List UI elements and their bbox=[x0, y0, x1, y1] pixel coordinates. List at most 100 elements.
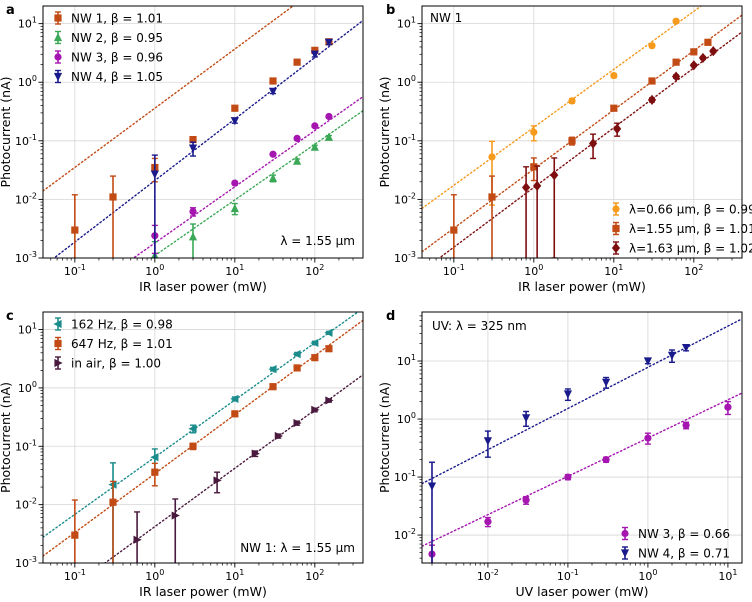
series bbox=[133, 396, 334, 563]
panel-label: a bbox=[6, 3, 15, 18]
data-point bbox=[672, 58, 680, 66]
legend-label: λ=1.55 µm, β = 1.01 bbox=[629, 222, 752, 236]
y-tick-label: 101 bbox=[18, 16, 37, 31]
x-tick-label: 10-1 bbox=[443, 263, 465, 278]
x-tick-label: 100 bbox=[638, 568, 657, 583]
x-tick-label: 100 bbox=[145, 263, 164, 278]
data-point bbox=[644, 434, 652, 442]
data-point bbox=[601, 378, 611, 387]
y-tick-label: 10-3 bbox=[15, 555, 37, 570]
y-tick-label: 101 bbox=[18, 322, 37, 337]
fit-line bbox=[103, 374, 363, 563]
legend-label: in air, β = 1.00 bbox=[71, 357, 161, 371]
data-point bbox=[310, 338, 319, 348]
x-tick-label: 102 bbox=[305, 263, 324, 278]
y-tick-label: 10-1 bbox=[394, 469, 416, 484]
data-point bbox=[268, 365, 277, 374]
fit-line bbox=[438, 31, 742, 258]
data-point bbox=[213, 476, 222, 485]
y-tick-label: 10-2 bbox=[394, 527, 416, 542]
data-point bbox=[292, 156, 302, 165]
panel-d: 10-2 10-1 100 101 10-2 10-1 100 101 UV laser pow… bbox=[377, 309, 743, 599]
y-axis-title: Photocurrent (nA) bbox=[377, 382, 392, 493]
y-tick-label: 10-2 bbox=[15, 191, 37, 206]
data-point bbox=[724, 403, 732, 411]
data-point bbox=[230, 394, 239, 403]
data-point bbox=[293, 58, 301, 66]
fit-line bbox=[132, 95, 363, 258]
fit-line bbox=[422, 6, 703, 210]
data-point bbox=[268, 87, 278, 96]
data-point bbox=[530, 128, 538, 136]
data-point bbox=[667, 351, 677, 361]
data-point bbox=[293, 364, 301, 372]
legend-marker bbox=[54, 339, 62, 348]
x-axis-title: UV laser power (mW) bbox=[515, 584, 648, 599]
series bbox=[428, 400, 732, 563]
data-point bbox=[704, 38, 712, 46]
legend-marker bbox=[53, 32, 63, 42]
y-tick-label: 101 bbox=[397, 353, 416, 368]
legend: NW 3, β = 0.66 NW 4, β = 0.71 bbox=[620, 526, 730, 561]
data-point bbox=[488, 193, 496, 201]
data-point bbox=[681, 344, 691, 353]
data-point bbox=[269, 77, 277, 85]
data-point bbox=[709, 45, 718, 57]
data-point bbox=[311, 122, 319, 130]
x-tick-label: 10-1 bbox=[64, 568, 86, 583]
fit-line bbox=[422, 392, 742, 547]
x-tick-label: 101 bbox=[604, 263, 623, 278]
x-tick-label: 10-1 bbox=[557, 568, 579, 583]
data-point bbox=[689, 60, 698, 71]
data-point bbox=[71, 531, 79, 539]
data-point bbox=[647, 94, 657, 105]
x-tick-label: 100 bbox=[145, 568, 164, 583]
series bbox=[450, 38, 712, 258]
legend-marker bbox=[620, 549, 630, 558]
legend-label: NW 1, β = 1.01 bbox=[71, 12, 163, 26]
data-point bbox=[231, 179, 239, 187]
data-point bbox=[310, 142, 319, 151]
data-point bbox=[310, 50, 319, 59]
data-point bbox=[293, 418, 302, 428]
y-tick-label: 100 bbox=[18, 74, 37, 89]
plot-area bbox=[43, 312, 363, 563]
fit-line bbox=[422, 14, 742, 253]
plot-area bbox=[422, 318, 742, 563]
panel-label: c bbox=[6, 309, 14, 324]
legend-label: NW 3, β = 0.66 bbox=[638, 527, 730, 541]
data-point bbox=[324, 132, 334, 141]
plot-area bbox=[422, 6, 742, 258]
x-axis-title: IR laser power (mW) bbox=[139, 279, 267, 294]
data-point bbox=[171, 511, 180, 520]
data-point bbox=[643, 357, 653, 366]
y-tick-label: 100 bbox=[397, 74, 416, 89]
series bbox=[71, 345, 333, 563]
legend-marker bbox=[54, 53, 62, 61]
y-axis-title: Photocurrent (nA) bbox=[0, 382, 13, 493]
y-tick-label: 10-1 bbox=[15, 438, 37, 453]
series bbox=[151, 132, 334, 258]
data-point bbox=[325, 396, 334, 405]
annotation: λ = 1.55 µm bbox=[280, 234, 355, 248]
y-tick-label: 10-3 bbox=[15, 250, 37, 265]
data-point bbox=[109, 193, 117, 201]
legend-marker bbox=[54, 14, 62, 22]
y-axis-title: Photocurrent (nA) bbox=[377, 77, 392, 188]
data-point bbox=[293, 134, 301, 142]
data-point bbox=[521, 182, 531, 193]
data-point bbox=[484, 518, 492, 526]
fit-line bbox=[52, 19, 363, 258]
legend-marker bbox=[621, 529, 629, 538]
data-point bbox=[231, 104, 239, 112]
data-point bbox=[251, 449, 260, 458]
data-point bbox=[188, 144, 198, 153]
data-point bbox=[602, 455, 610, 464]
data-point bbox=[671, 71, 681, 82]
data-point bbox=[274, 431, 283, 441]
legend-marker bbox=[53, 72, 63, 82]
